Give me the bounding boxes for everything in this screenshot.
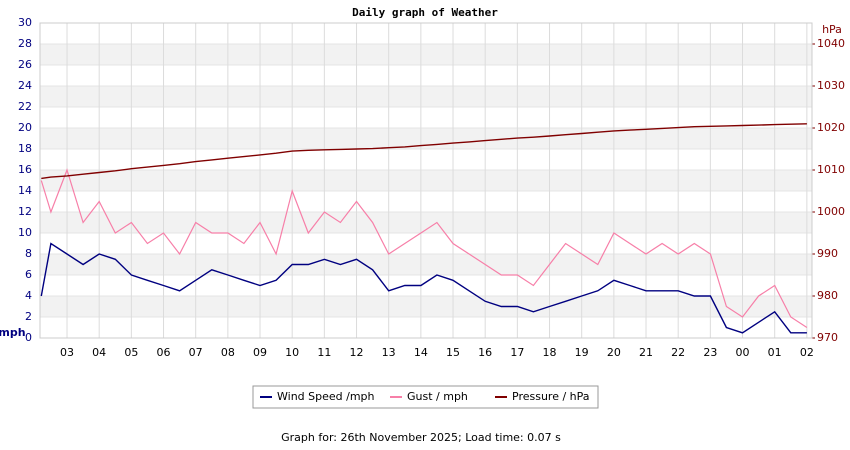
x-tick-label: 07 [189,346,203,359]
footer: Graph for: 26th November 2025; Load time… [281,431,561,444]
grid-band [40,128,812,149]
y-tick-label: 12 [18,205,32,218]
x-tick-label: 04 [92,346,106,359]
grid-band [40,170,812,191]
x-tick-label: 14 [414,346,428,359]
x-tick-label: 02 [800,346,814,359]
x-tick-label: 17 [510,346,524,359]
y-tick-label: 14 [18,184,32,197]
y-tick-label: 8 [25,247,32,260]
legend-label: Pressure / hPa [512,390,590,403]
x-tick-label: 12 [350,346,364,359]
x-tick-label: 23 [703,346,717,359]
x-tick-label: 15 [446,346,460,359]
x-tick-label: 18 [543,346,557,359]
x-tick-label: 16 [478,346,492,359]
x-tick-label: 13 [382,346,396,359]
series-line [40,242,807,334]
y-tick-label: 28 [18,37,32,50]
y2-tick-label: 1040 [817,37,845,50]
legend-box [252,385,599,409]
y-tick-label: 4 [25,289,32,302]
y2-tick-label: 980 [817,289,838,302]
y-tick-label: 30 [18,16,32,29]
x-tick-label: 03 [60,346,74,359]
y-axis-label: mph [0,326,26,339]
series-line [40,168,808,329]
y-tick-label: 16 [18,163,32,176]
x-tick-label: 21 [639,346,653,359]
y2-tick-label: 970 [817,331,838,344]
y2-tick-label: 1010 [817,163,845,176]
y2-tick-label: 990 [817,247,838,260]
y-tick-label: 26 [18,58,32,71]
y2-axis-label: hPa [822,23,842,36]
y2-tick-label: 1000 [817,205,845,218]
grid-band [40,254,812,275]
x-tick-label: 19 [575,346,589,359]
y2-tick-label: 1030 [817,79,845,92]
y-tick-label: 10 [18,226,32,239]
grid-band [40,86,812,107]
y-tick-label: 6 [25,268,32,281]
y-tick-label: 18 [18,142,32,155]
y-tick-label: 20 [18,121,32,134]
x-tick-label: 00 [736,346,750,359]
x-tick-label: 10 [285,346,299,359]
x-tick-label: 08 [221,346,235,359]
grid-band [40,44,812,65]
x-tick-label: 09 [253,346,267,359]
x-tick-label: 05 [124,346,138,359]
y-tick-label: 22 [18,100,32,113]
x-tick-label: 22 [671,346,685,359]
grid-band [40,212,812,233]
chart-title: Daily graph of Weather [352,6,498,19]
x-tick-label: 01 [768,346,782,359]
grid-band [40,296,812,317]
legend-label: Wind Speed /mph [277,390,375,403]
y-tick-label: 2 [25,310,32,323]
x-tick-label: 20 [607,346,621,359]
y-tick-label: 24 [18,79,32,92]
y-tick-label: 0 [25,331,32,344]
series-line [41,123,807,180]
plot-frame [39,22,813,339]
legend-label: Gust / mph [407,390,468,403]
x-tick-label: 11 [317,346,331,359]
x-tick-label: 06 [157,346,171,359]
y2-tick-label: 1020 [817,121,845,134]
